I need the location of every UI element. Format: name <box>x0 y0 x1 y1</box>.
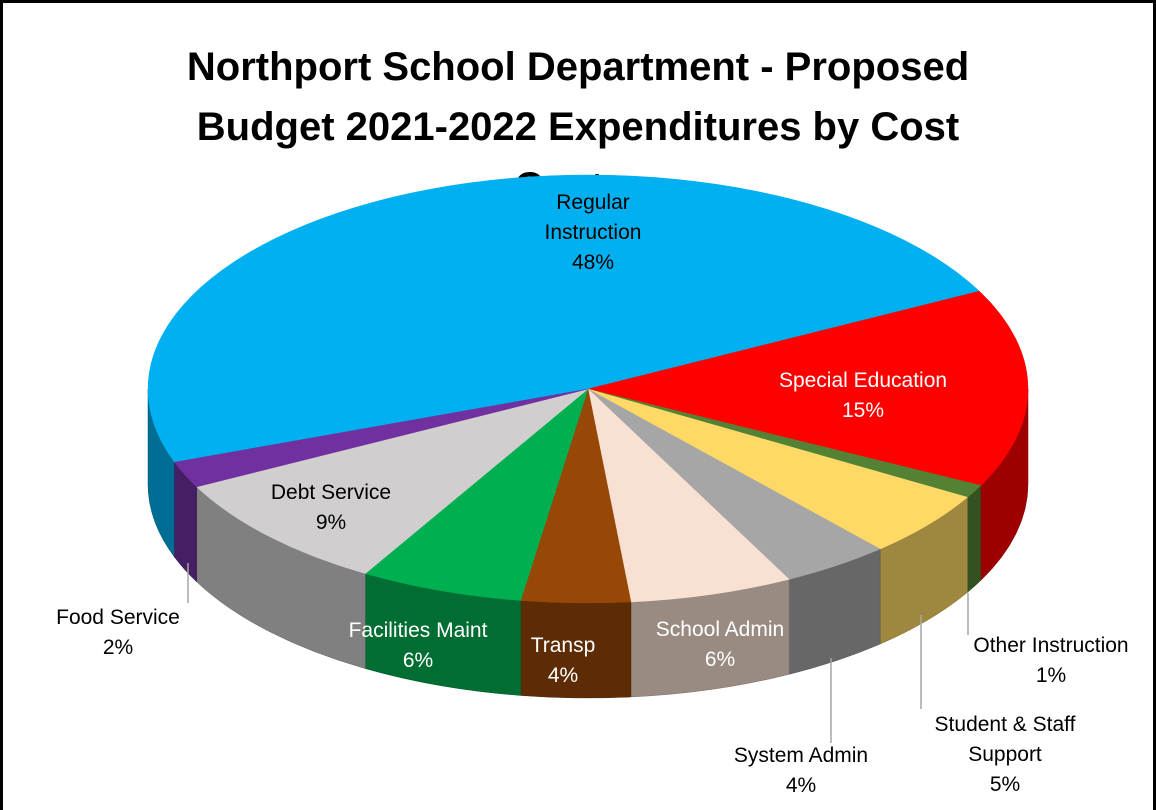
value-label: 6% <box>402 649 434 672</box>
value-label: 4% <box>785 774 817 797</box>
value-label: 4% <box>547 664 579 687</box>
value-label: 2% <box>102 636 134 659</box>
slice-label: Other Instruction 1% <box>941 631 1153 691</box>
value-label: 6% <box>704 648 736 671</box>
category-label: Facilities Maint <box>348 619 488 642</box>
category-label: School Admin <box>655 618 785 641</box>
category-label: Other Instruction <box>973 634 1129 657</box>
value-label: 9% <box>315 511 347 534</box>
category-label: Special Education <box>778 369 948 392</box>
slice <box>587 388 790 603</box>
chart-title: Northport School Department - Proposed B… <box>186 45 970 209</box>
slice-label: System Admin 4% <box>701 741 901 801</box>
category-label: Food Service <box>56 606 180 629</box>
value-label: 5% <box>989 773 1021 796</box>
slice-label: Debt Service 9% <box>231 478 431 538</box>
slice-label: Transp 4% <box>503 631 623 691</box>
value-label: 48% <box>571 251 615 274</box>
slice-label: School Admin 6% <box>620 615 820 675</box>
slice-side <box>967 484 981 593</box>
category-label: Debt Service <box>270 481 392 504</box>
pie-area <box>147 174 1029 743</box>
slice-label: Regular Instruction 48% <box>528 188 658 278</box>
category-label: Student & Staff Support <box>934 713 1076 766</box>
category-label: Transp <box>530 634 596 657</box>
slice <box>587 290 1029 486</box>
chart-title-box: Northport School Department - Proposed B… <box>3 37 1153 217</box>
value-label: 1% <box>1035 664 1067 687</box>
slice-label: Food Service 2% <box>18 603 218 663</box>
slice <box>196 388 589 574</box>
value-label: 15% <box>841 399 885 422</box>
slice <box>364 388 589 601</box>
slice <box>174 388 589 488</box>
category-label: System Admin <box>733 744 869 767</box>
slice-label: Student & Staff Support 5% <box>910 710 1100 800</box>
slice-label: Special Education 15% <box>713 366 1013 426</box>
category-label: Regular Instruction <box>544 191 642 244</box>
slice-label: Facilities Maint 6% <box>308 616 528 676</box>
slice <box>147 174 980 463</box>
